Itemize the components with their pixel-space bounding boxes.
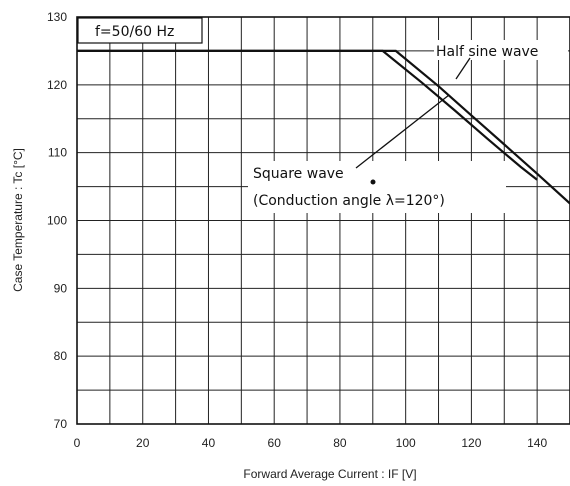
- x-tick-label: 20: [136, 436, 150, 450]
- y-tick-label: 80: [54, 349, 68, 363]
- y-tick-labels: 70 80 90 100 110 120 130: [47, 10, 67, 431]
- series-layer: [77, 49, 570, 205]
- frequency-label-box: [77, 17, 203, 44]
- half-sine-label-bg: [434, 40, 568, 60]
- grid: [77, 17, 570, 424]
- x-tick-label: 80: [333, 436, 347, 450]
- square-annotation-line1: Square wave: [253, 166, 344, 182]
- y-tick-label: 100: [47, 214, 67, 228]
- half-sine-arrow: [455, 57, 471, 80]
- x-axis-title: Forward Average Current : IF [V]: [243, 467, 416, 481]
- x-tick-label: 140: [527, 436, 547, 450]
- y-tick-label: 70: [54, 417, 68, 431]
- square-annotation-line2: (Conduction angle λ=120°): [253, 193, 445, 209]
- series-line-half-sine: [77, 49, 570, 205]
- x-tick-label: 120: [461, 436, 481, 450]
- x-tick-label: 0: [74, 436, 81, 450]
- y-tick-label: 110: [48, 146, 67, 160]
- square-label-bg: [248, 161, 506, 213]
- y-tick-label: 90: [54, 281, 68, 295]
- y-tick-label: 120: [47, 78, 67, 92]
- x-tick-label: 40: [202, 436, 216, 450]
- y-tick-label: 130: [47, 10, 67, 24]
- x-tick-label: 60: [268, 436, 282, 450]
- square-arrow-dot: [370, 179, 376, 185]
- y-axis-title: Case Temperature : Tc [°C]: [11, 148, 25, 292]
- plot-frame: [76, 16, 570, 425]
- series-line-square: [77, 49, 538, 181]
- x-tick-labels: 0 20 40 60 80 100 120 140: [74, 436, 548, 450]
- half-sine-annotation: Half sine wave: [436, 44, 538, 60]
- frequency-label: f=50/60 Hz: [95, 24, 174, 40]
- square-arrow: [355, 94, 450, 169]
- x-tick-label: 100: [396, 436, 416, 450]
